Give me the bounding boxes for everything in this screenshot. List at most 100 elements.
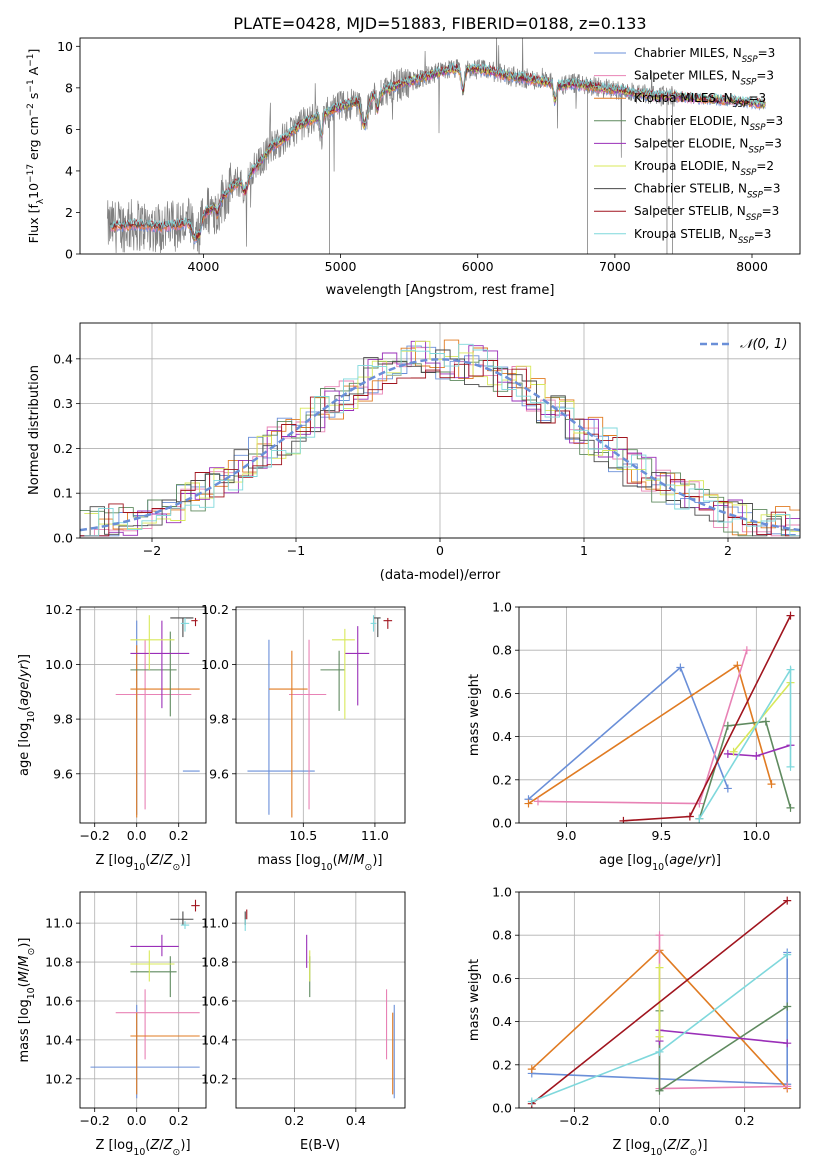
- weight-marker: [733, 661, 742, 670]
- y-tick-label: 10.2: [45, 602, 73, 617]
- weight-marker: [783, 1039, 792, 1048]
- errorbar-point-kroupa_miles: [268, 650, 308, 818]
- weight-marker: [695, 814, 704, 823]
- x-axis-label: wavelength [Angstrom, rest frame]: [326, 283, 555, 298]
- x-tick-label: 8000: [736, 259, 768, 274]
- label-part: Z: [149, 853, 160, 868]
- label-part: /: [159, 853, 164, 868]
- label-part: Kroupa ELODIE, N: [634, 159, 741, 173]
- label-part: =3: [754, 227, 772, 241]
- x-tick-label: 0.0: [127, 828, 147, 843]
- x-tick-label: 0.2: [169, 1113, 189, 1128]
- x-tick-label: 7000: [599, 259, 631, 274]
- x-tick-label: 10.0: [742, 828, 770, 843]
- x-tick-label: 11.0: [361, 828, 389, 843]
- x-tick-label: −0.2: [559, 1113, 589, 1128]
- label-part: SSP: [746, 213, 763, 223]
- weight-series-chabrier_miles: [524, 663, 732, 804]
- legend-entry: Chabrier ELODIE, NSSP=3: [634, 114, 783, 133]
- label-part: A: [26, 66, 41, 79]
- x-axis-label: Z [log10(Z/Z⊙)]: [95, 853, 190, 873]
- weight-marker: [767, 780, 776, 789]
- x-axis-label: (data-model)/error: [380, 568, 501, 583]
- label-part: )]: [180, 853, 190, 868]
- label-part: mass [log: [17, 999, 32, 1062]
- legend-entry: Chabrier STELIB, NSSP=3: [634, 182, 781, 201]
- legend-entry: 𝒩(0, 1): [740, 337, 787, 352]
- y-tick-label: 2: [65, 205, 73, 220]
- weight-marker: [742, 646, 751, 655]
- y-tick-label: 0.4: [53, 351, 73, 366]
- legend-entry: Kroupa ELODIE, NSSP=2: [634, 159, 774, 178]
- x-tick-label: 2: [724, 543, 732, 558]
- plot-area: [524, 611, 795, 823]
- legend-entry: Salpeter STELIB, NSSP=3: [634, 204, 779, 223]
- y-tick-label: 4: [65, 163, 73, 178]
- histogram-chabrier_stelib: [80, 349, 796, 537]
- axis-ticks: −0.2 0.0 0.2 9.6 9.8 10.0 10.2: [45, 602, 188, 843]
- y-axis-label: mass [log10(M/M⊙)]: [17, 938, 37, 1063]
- axes-frame: [79, 322, 801, 539]
- label-part: age: [669, 853, 693, 868]
- label-part: (: [333, 853, 338, 868]
- label-part: erg cm: [26, 116, 41, 164]
- errorbar-point-kroupa_elodie: [130, 950, 175, 982]
- plot-area: [90, 899, 200, 1099]
- label-part: =3: [749, 91, 767, 105]
- label-part: ⊙: [173, 1147, 181, 1158]
- label-part: )]: [372, 853, 382, 868]
- y-tick-label: 0.2: [53, 441, 73, 456]
- label-part: =3: [765, 114, 783, 128]
- label-part: )]: [180, 1138, 190, 1153]
- weight-marker: [729, 747, 738, 756]
- y-axis-label: Normed distribution: [27, 365, 42, 495]
- label-part: 10: [26, 987, 37, 999]
- errorbar-point-salpeter_miles: [288, 639, 327, 810]
- y-tick-label: 0.3: [53, 396, 73, 411]
- residuals-panel: −2 −1 0 1 2 0.0 0.1 0.2 0.3 0.4 (data-model)/error…: [27, 322, 801, 583]
- x-axis-label: Z [log10(Z/Z⊙)]: [612, 1138, 707, 1158]
- weight-marker: [723, 749, 732, 758]
- y-tick-label: 9.8: [209, 712, 229, 727]
- label-part: Z: [163, 1138, 174, 1153]
- massweight-vs-age-panel: 9.0 9.5 10.0 0.0 0.2 0.4 0.6 0.8 1.0 age [log10(a…: [467, 600, 801, 873]
- axes-frame: [518, 891, 801, 1109]
- label-part: ⊙: [365, 862, 373, 873]
- x-axis-label: E(B-V): [300, 1138, 340, 1153]
- label-part: age [log: [599, 853, 652, 868]
- legend-entry: Salpeter MILES, NSSP=3: [634, 69, 774, 88]
- label-part: SSP: [738, 236, 755, 246]
- axes-frame: [79, 606, 207, 824]
- weight-marker: [655, 1047, 664, 1056]
- errorbar-point-kroupa_stelib: [370, 615, 377, 632]
- legend-entry: Chabrier MILES, NSSP=3: [634, 46, 775, 65]
- label-part: =3: [764, 136, 782, 150]
- label-part: /: [693, 853, 698, 868]
- label-part: /: [17, 966, 32, 971]
- y-tick-label: 9.8: [53, 712, 73, 727]
- label-part: SSP: [748, 145, 765, 155]
- label-part: 10: [321, 862, 333, 873]
- label-part: 10: [650, 1147, 662, 1158]
- label-part: Z: [149, 1138, 160, 1153]
- histogram-salpeter_stelib: [80, 360, 800, 537]
- y-axis-label: Flux [fλ10−17 erg cm−2 s−1 A−1]: [26, 49, 46, 244]
- errorbar-point-kroupa_stelib: [180, 617, 190, 632]
- label-part: Salpeter MILES, N: [634, 69, 741, 83]
- x-axis-label: Z [log10(Z/Z⊙)]: [95, 1138, 190, 1158]
- mass-vs-ebv-panel: 0.2 0.4 10.2 10.4 10.6 10.8 11.0 E(B-V): [201, 891, 406, 1153]
- histogram-kroupa_miles: [84, 339, 800, 537]
- y-tick-label: 1.0: [492, 885, 512, 900]
- y-tick-label: 0: [65, 247, 73, 262]
- label-part: Chabrier STELIB, N: [634, 182, 747, 196]
- label-part: =3: [756, 69, 774, 83]
- weight-marker: [723, 721, 732, 730]
- weight-line: [698, 720, 792, 819]
- age-vs-metallicity-panel: −0.2 0.0 0.29.69.810.010.2Z [log10(Z/Z⊙)]a…: [17, 602, 207, 873]
- weight-marker: [783, 1082, 792, 1091]
- x-tick-label: 9.0: [557, 828, 577, 843]
- y-tick-label: 9.6: [53, 766, 73, 781]
- errorbar-point-chabrier_stelib: [170, 617, 194, 638]
- weight-marker: [783, 896, 792, 905]
- y-tick-label: 0.6: [492, 686, 512, 701]
